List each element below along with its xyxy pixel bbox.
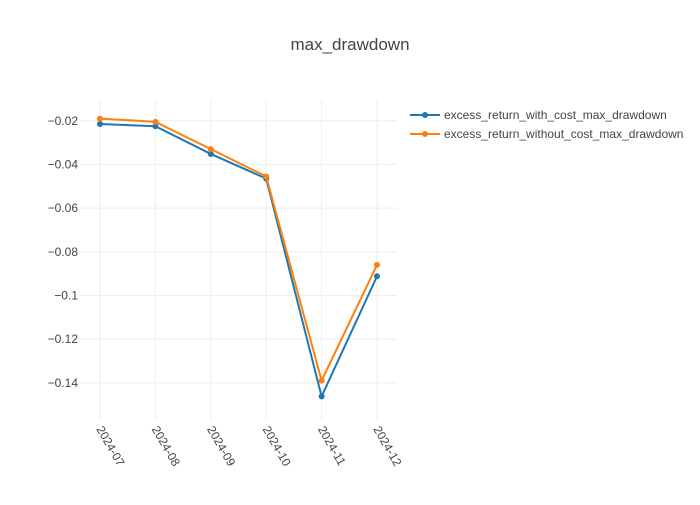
legend-marker-swatch bbox=[422, 131, 428, 137]
series-1-point[interactable] bbox=[152, 123, 159, 130]
legend-item-2[interactable]: excess_return_without_cost_max_drawdown bbox=[410, 127, 683, 141]
y-tick-label: −0.06 bbox=[48, 201, 79, 215]
series-1-point[interactable] bbox=[97, 121, 103, 128]
series-2-point[interactable] bbox=[318, 377, 325, 384]
legend-item-1[interactable]: excess_return_with_cost_max_drawdown bbox=[410, 108, 667, 122]
series-2-point[interactable] bbox=[207, 146, 214, 153]
y-tick-label: −0.14 bbox=[48, 376, 79, 390]
series-1-point[interactable] bbox=[207, 150, 214, 157]
y-tick-label: −0.04 bbox=[48, 157, 79, 171]
series-1-point[interactable] bbox=[318, 393, 325, 400]
chart-title: max_drawdown bbox=[290, 35, 409, 54]
y-axis: −0.02 −0.04 −0.06 −0.08 −0.1 −0.12 −0.14 bbox=[48, 114, 79, 390]
series-2-point[interactable] bbox=[97, 115, 103, 122]
series-line-2 bbox=[99, 117, 378, 382]
legend-label: excess_return_without_cost_max_drawdown bbox=[444, 127, 683, 141]
legend-label: excess_return_with_cost_max_drawdown bbox=[444, 108, 667, 122]
y-tick-label: −0.12 bbox=[48, 332, 79, 346]
series-group bbox=[97, 115, 380, 400]
series-line-1 bbox=[99, 123, 378, 398]
grid bbox=[80, 100, 397, 420]
legend-marker-swatch bbox=[422, 112, 428, 118]
series-2-point[interactable] bbox=[263, 173, 270, 180]
series-1-point[interactable] bbox=[374, 273, 380, 280]
y-tick-label: −0.02 bbox=[48, 114, 79, 128]
y-tick-label: −0.08 bbox=[48, 245, 79, 259]
y-tick-label: −0.1 bbox=[54, 288, 78, 302]
series-2-point[interactable] bbox=[152, 118, 159, 125]
legend[interactable]: excess_return_with_cost_max_drawdownexce… bbox=[410, 108, 683, 141]
series-2-point[interactable] bbox=[374, 261, 380, 268]
